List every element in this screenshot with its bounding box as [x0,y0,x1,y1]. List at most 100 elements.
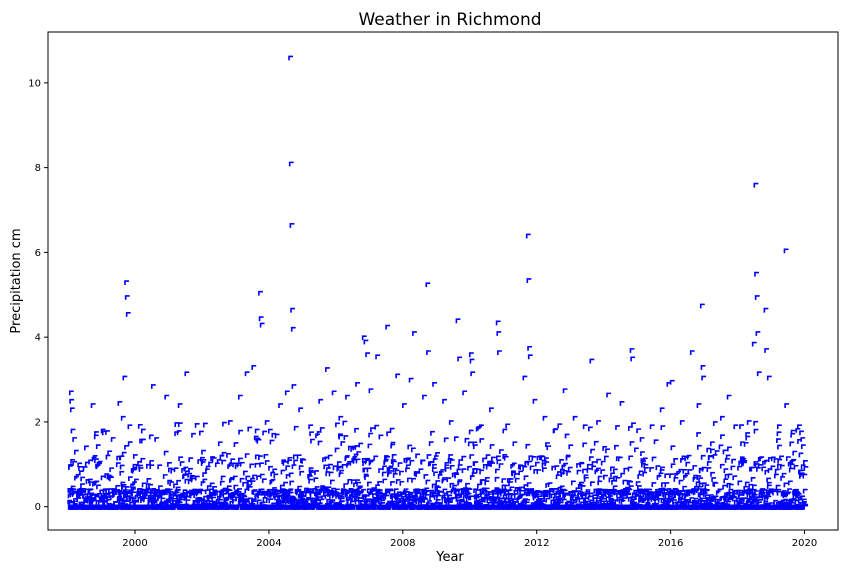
data-point [375,354,381,360]
data-point [475,468,481,474]
data-point [475,495,481,501]
data-point [240,492,245,498]
data-point [382,465,388,471]
data-point [756,466,761,472]
data-point [91,456,97,462]
data-point [100,475,106,481]
data-point [504,484,510,490]
data-point [338,434,344,440]
data-point [642,457,648,463]
data-point [777,458,783,464]
data-point [547,482,553,488]
data-point [514,501,520,507]
data-point [69,407,75,413]
data-point [590,481,595,487]
data-point [194,475,200,481]
data-point [283,481,288,487]
data-point [724,458,730,463]
data-point [268,498,274,504]
data-point [336,492,342,498]
data-point [660,466,665,472]
data-point [67,499,73,505]
data-point [789,463,795,469]
data-point [787,488,793,493]
data-point [397,462,403,468]
data-point [723,468,729,474]
data-point [686,454,692,460]
data-point [743,441,749,447]
data-point [393,488,399,494]
data-point [332,465,338,471]
data-point [785,492,790,498]
data-point [167,467,173,473]
data-point [469,358,475,364]
data-point [247,426,253,432]
data-point [211,496,217,502]
data-point [141,496,147,502]
data-point [630,356,636,362]
data-point [246,484,252,490]
data-point [579,462,585,468]
data-point [441,496,447,502]
data-point [366,481,372,487]
data-point [150,384,156,389]
data-point [600,469,606,475]
data-point [631,498,637,504]
data-point [787,480,793,486]
data-point [194,488,200,494]
data-point [299,470,305,476]
data-point [127,424,133,430]
data-point [89,493,95,498]
data-point [244,500,250,505]
data-point [402,403,407,408]
data-point [258,316,264,322]
data-point [80,476,86,482]
data-point [343,483,349,489]
data-point [653,439,659,445]
data-point [424,487,430,493]
data-point [669,473,674,479]
data-point [477,425,483,431]
data-point [149,460,155,465]
data-point [119,455,125,461]
data-point [205,499,211,505]
data-point [113,500,119,506]
data-point [640,451,645,456]
data-point [751,498,757,504]
data-point [710,471,715,477]
data-point [589,499,595,505]
data-point [630,496,636,502]
data-point [518,470,524,476]
data-point [577,490,583,496]
data-point [706,467,712,472]
data-point [405,464,411,470]
data-point [122,375,128,381]
data-point [395,373,401,379]
data-point [268,465,273,471]
data-point [542,415,548,421]
data-point [427,500,432,505]
data-point [631,422,636,428]
data-point [772,490,777,496]
data-point [356,487,362,493]
data-point [198,430,204,436]
data-point [158,485,163,491]
data-point [187,472,193,478]
y-tick-label: 6 [35,248,41,259]
x-axis: 2000 2004 2008 2012 2016 2020 [122,530,817,549]
data-point [325,367,330,372]
data-point [520,493,526,499]
data-point [586,468,592,473]
data-point [252,489,258,495]
data-point [402,500,407,506]
data-point [74,475,79,481]
data-point [682,468,688,474]
data-point [70,428,76,434]
data-point [511,462,517,468]
data-point [72,460,78,466]
data-point [293,459,299,465]
data-point [134,501,140,506]
data-point [525,443,531,449]
data-point [561,498,567,504]
data-point [628,455,634,461]
